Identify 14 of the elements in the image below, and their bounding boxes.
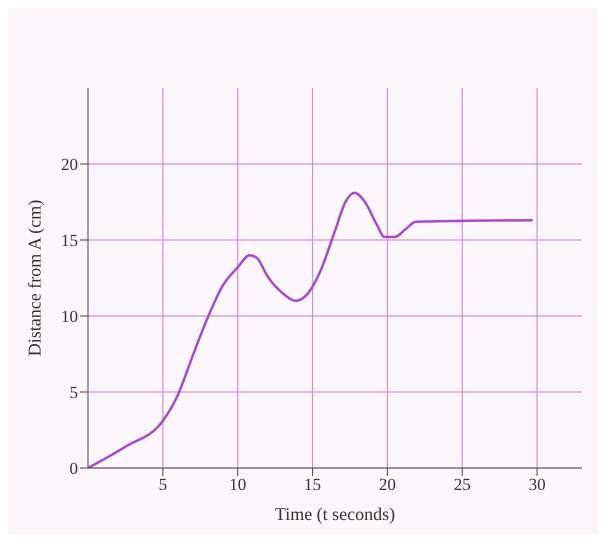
line-series <box>88 192 534 468</box>
y-tick-label: 20 <box>61 155 78 174</box>
x-tick-label: 25 <box>454 475 471 494</box>
x-tick-label: 5 <box>158 475 168 494</box>
y-tick-label: 10 <box>61 307 78 326</box>
y-tick-label: 0 <box>70 459 78 478</box>
y-tick-label: 5 <box>70 383 78 402</box>
x-tick-label: 20 <box>378 475 396 494</box>
y-tick-label: 15 <box>61 231 78 250</box>
x-axis-title: Time (t seconds) <box>274 504 396 524</box>
y-axis-title: Distance from A (cm) <box>24 200 44 356</box>
x-tick-label: 30 <box>528 475 546 494</box>
x-tick-label: 10 <box>229 475 246 494</box>
x-tick-label: 15 <box>304 475 322 494</box>
